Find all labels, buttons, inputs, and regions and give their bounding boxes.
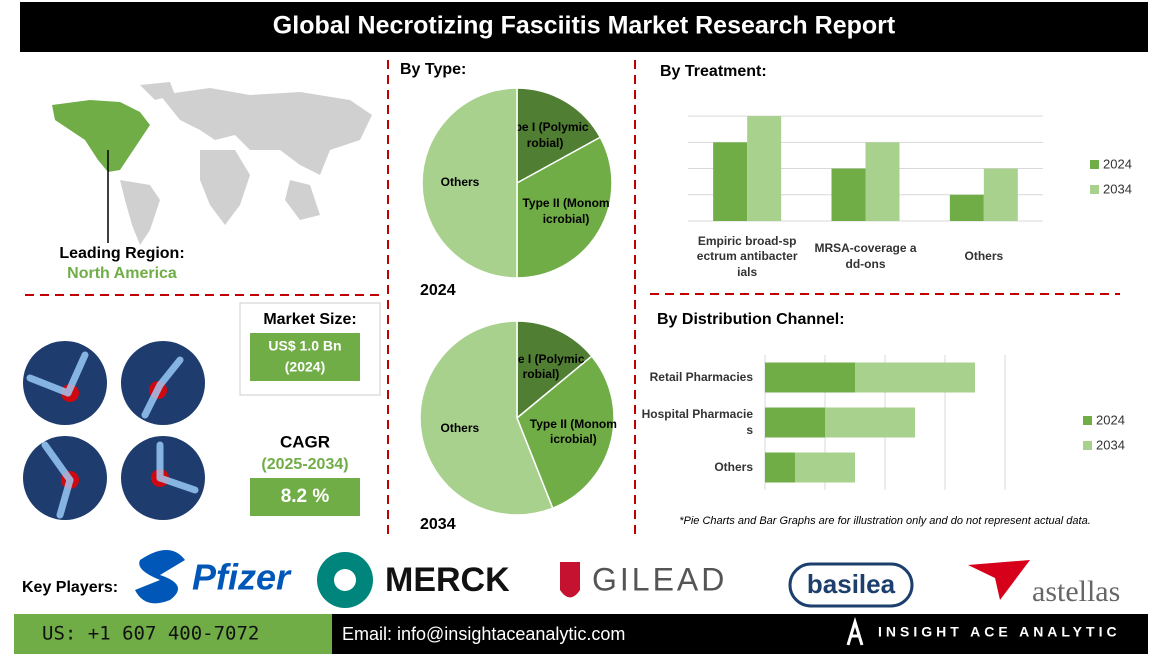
pie-label: Type II (Monomicrobial) <box>522 196 610 226</box>
x-tick-label: Others <box>964 249 1004 264</box>
page-title: Global Necrotizing Fasciitis Market Rese… <box>273 12 896 40</box>
legend-label: 2034 <box>1096 437 1125 452</box>
footer-brand: INSIGHT ACE ANALYTIC <box>878 624 1121 640</box>
x-tick-label-box: Others <box>964 249 1004 264</box>
chart-subtitle: 2034 <box>420 516 456 533</box>
bar <box>795 452 855 483</box>
market-size-panel <box>250 333 360 381</box>
pie-label: Others <box>440 175 480 190</box>
bar <box>825 407 915 438</box>
company-logo: MERCK <box>385 561 510 599</box>
company-logo: astellas <box>1032 575 1120 608</box>
y-tick-label: Hospital Pharmacies <box>641 406 753 437</box>
gilead-icon <box>560 562 580 598</box>
chart-title: By Distribution Channel: <box>657 311 845 328</box>
dividers <box>25 60 1120 540</box>
region-value: North America <box>67 265 177 282</box>
x-tick-label: Empiric broad-spectrum antibacterials <box>696 233 798 279</box>
bar <box>747 116 782 221</box>
cagr-period: (2025-2034) <box>261 456 348 473</box>
chart-title: By Type: <box>400 61 466 78</box>
footer-phone-bar <box>14 614 332 654</box>
chart-subtitle: 2024 <box>420 282 456 299</box>
pie-slice <box>421 87 518 279</box>
legend-label: 2024 <box>1103 156 1132 171</box>
legend-swatch <box>1083 416 1092 425</box>
market-size-year: (2024) <box>285 359 325 375</box>
company-logo: basilea <box>807 569 896 599</box>
bar <box>765 362 855 393</box>
cagr-panel <box>250 478 360 516</box>
pie-slice <box>516 355 615 510</box>
pie-label-box: Others <box>440 421 480 436</box>
y-tick-label: Retail Pharmacies <box>649 369 753 384</box>
legend-label: 2024 <box>1096 412 1125 427</box>
market-size-value: US$ 1.0 Bn <box>268 338 341 354</box>
pfizer-icon <box>135 550 185 604</box>
pie-label: Others <box>440 421 480 436</box>
cagr-value: 8.2 % <box>281 486 330 507</box>
world-map <box>120 82 372 245</box>
brand-icon <box>846 616 864 646</box>
pie-slice <box>516 320 593 420</box>
pie-slice <box>516 87 602 185</box>
pie-label-box: Type II (Monomicrobial) <box>529 416 617 447</box>
pie-slice <box>419 320 554 516</box>
key-players-label: Key Players: <box>22 579 118 596</box>
bar <box>765 452 795 483</box>
pie-label: Type I (Polymicrobial) <box>497 351 585 382</box>
market-size-label: Market Size: <box>263 311 356 328</box>
legend-swatch <box>1090 160 1099 169</box>
pie-label-box: Type I (Polymicrobial) <box>497 351 585 382</box>
joint-icons <box>23 341 205 520</box>
company-logo: GILEAD <box>592 561 727 597</box>
pie-label: Type I (Polymicrobial) <box>501 119 589 150</box>
x-tick-label-box: MRSA-coverage add-ons <box>814 241 917 271</box>
title-bar <box>20 2 1148 52</box>
y-tick-label-box: Hospital Pharmacies <box>641 406 753 437</box>
pie-label-box: Type I (Polymicrobial) <box>501 119 589 150</box>
legend-swatch <box>1090 185 1099 194</box>
pie-label: Type II (Monomicrobial) <box>529 416 617 447</box>
x-tick-label: MRSA-coverage add-ons <box>814 241 917 271</box>
footer-phone: US: +1 607 400-7072 <box>42 623 259 645</box>
pie-label-box: Type II (Monomicrobial) <box>522 196 610 226</box>
disclaimer: *Pie Charts and Bar Graphs are for illus… <box>679 515 1091 527</box>
bar <box>949 194 984 221</box>
y-tick-label-box: Retail Pharmacies <box>649 369 753 384</box>
footer-bar <box>332 614 1148 654</box>
legend-label: 2034 <box>1103 181 1132 196</box>
cagr-label: CAGR <box>280 432 330 451</box>
merck-icon <box>334 569 356 591</box>
x-tick-label-box: Empiric broad-spectrum antibacterials <box>696 233 798 279</box>
bar <box>855 362 975 393</box>
north-america <box>52 100 150 172</box>
basilea-frame <box>788 562 914 608</box>
bar <box>865 142 900 221</box>
footer-email: Email: info@insightaceanalytic.com <box>342 624 625 644</box>
y-tick-label-box: Others <box>714 459 753 474</box>
legend-swatch <box>1083 441 1092 450</box>
y-tick-label: Others <box>714 459 753 474</box>
pie-label-box: Others <box>440 175 480 190</box>
pie-slice <box>516 136 613 279</box>
bar <box>831 168 866 221</box>
astellas-icon <box>968 560 1030 600</box>
bar <box>765 407 825 438</box>
chart-title: By Treatment: <box>660 63 767 80</box>
bar <box>713 142 748 221</box>
bar <box>983 168 1018 221</box>
region-label: Leading Region: <box>59 245 184 262</box>
company-logo: Pfizer <box>192 557 292 598</box>
